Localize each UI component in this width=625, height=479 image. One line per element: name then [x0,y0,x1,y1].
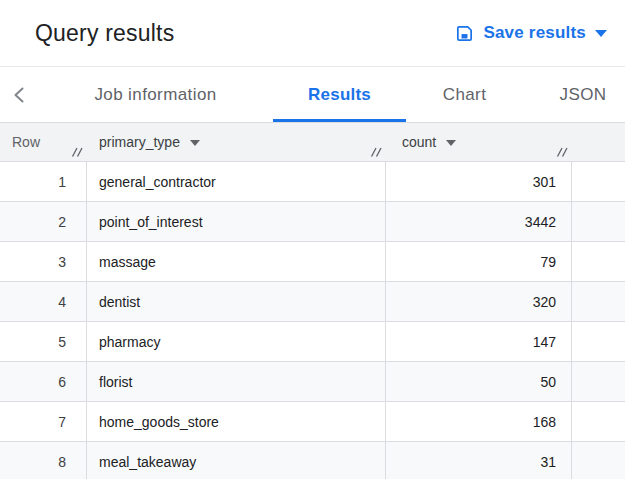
caret-down-icon [595,30,607,37]
row-number-cell: 5 [0,322,87,361]
filler-cell [572,322,625,361]
tab-job-information[interactable]: Job information [38,67,273,122]
column-menu-caret-icon[interactable] [190,140,200,146]
primary-type-cell: home_goods_store [87,402,386,441]
save-results-button[interactable]: Save results [455,23,607,43]
row-number-cell: 7 [0,402,87,441]
column-resize-grip-icon[interactable] [71,145,84,158]
tab-chart[interactable]: Chart [406,67,523,122]
filler-cell [572,402,625,441]
tab-bar: Job informationResultsChartJSON [0,67,625,123]
results-table: Row primary_type count [0,123,625,479]
table-row: 1 general_contractor 301 [0,162,625,202]
page-header: Query results Save results [0,0,625,67]
count-cell: 168 [386,402,572,441]
filler-cell [572,242,625,281]
column-header-row[interactable]: Row [0,123,87,161]
back-chevron-button[interactable] [10,67,28,122]
primary-type-cell: point_of_interest [87,202,386,241]
tab-json[interactable]: JSON [523,67,625,122]
filler-cell [572,282,625,321]
table-row: 2 point_of_interest 3442 [0,202,625,242]
count-cell: 301 [386,162,572,201]
row-number-cell: 2 [0,202,87,241]
count-cell: 79 [386,242,572,281]
row-number-cell: 8 [0,442,87,479]
table-body: 1 general_contractor 301 2 point_of_inte… [0,162,625,479]
row-number-cell: 3 [0,242,87,281]
column-header-primary-type[interactable]: primary_type [87,123,386,161]
column-menu-caret-icon[interactable] [446,140,456,146]
table-header-row: Row primary_type count [0,123,625,162]
table-row: 8 meal_takeaway 31 [0,442,625,479]
table-row: 6 florist 50 [0,362,625,402]
filler-cell [572,442,625,479]
row-number-cell: 6 [0,362,87,401]
column-header-filler [572,123,625,161]
filler-cell [572,202,625,241]
column-label: Row [12,134,40,150]
save-results-label: Save results [483,23,586,43]
table-row: 4 dentist 320 [0,282,625,322]
table-row: 7 home_goods_store 168 [0,402,625,442]
count-cell: 50 [386,362,572,401]
count-cell: 31 [386,442,572,479]
page-title: Query results [35,20,174,47]
primary-type-cell: massage [87,242,386,281]
row-number-cell: 1 [0,162,87,201]
filler-cell [572,362,625,401]
chevron-left-icon [10,83,28,107]
count-cell: 320 [386,282,572,321]
column-header-count[interactable]: count [386,123,572,161]
table-row: 5 pharmacy 147 [0,322,625,362]
table-row: 3 massage 79 [0,242,625,282]
count-cell: 147 [386,322,572,361]
count-cell: 3442 [386,202,572,241]
column-label: count [402,134,436,150]
primary-type-cell: general_contractor [87,162,386,201]
primary-type-cell: pharmacy [87,322,386,361]
primary-type-cell: florist [87,362,386,401]
column-resize-grip-icon[interactable] [556,145,569,158]
filler-cell [572,162,625,201]
query-results-panel: Query results Save results Job informati… [0,0,625,479]
tab-results[interactable]: Results [273,67,406,122]
row-number-cell: 4 [0,282,87,321]
tab-list: Job informationResultsChartJSON [38,67,625,122]
column-label: primary_type [99,134,180,150]
primary-type-cell: meal_takeaway [87,442,386,479]
primary-type-cell: dentist [87,282,386,321]
save-icon [455,24,474,43]
column-resize-grip-icon[interactable] [370,145,383,158]
